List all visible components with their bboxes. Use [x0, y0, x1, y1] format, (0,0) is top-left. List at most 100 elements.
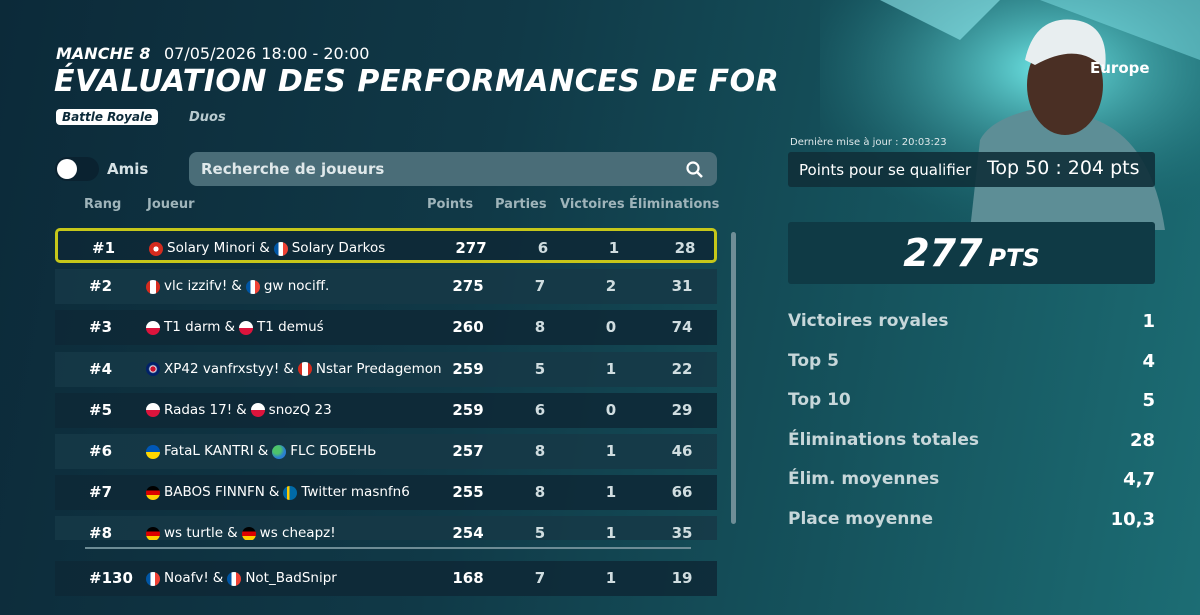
- own-row-wrap: #130 Noafv! & Not_BadSnipr 168 7 1 19: [55, 561, 717, 596]
- flag: [273, 241, 288, 256]
- players: BABOS FINNFN & Twitter masnfn6: [146, 475, 446, 510]
- toggle-knob: [57, 159, 77, 179]
- leaderboard-row[interactable]: #130 Noafv! & Not_BadSnipr 168 7 1 19: [55, 561, 717, 596]
- flag: [297, 362, 312, 377]
- player-name: vlc izzifv!: [164, 278, 228, 295]
- stat-label: Élim. moyennes: [788, 469, 940, 489]
- stat-value: 5: [1142, 390, 1155, 411]
- player-name: BABOS FINNFN: [164, 484, 265, 501]
- points: 255: [452, 483, 484, 502]
- wins: 0: [605, 318, 617, 337]
- players: vlc izzifv! & gw nociff.: [146, 269, 446, 304]
- stat-value: 1: [1142, 311, 1155, 332]
- flag: [245, 279, 260, 294]
- player-name: XP42 vanfrxstyy!: [164, 360, 280, 377]
- rank: #2: [89, 277, 113, 296]
- flag: [146, 279, 160, 294]
- score-unit: PTS: [988, 244, 1040, 272]
- column-header: Joueur: [147, 197, 195, 212]
- leaderboard-row[interactable]: #1 Solary Minori & Solary Darkos 277 6 1 28: [55, 228, 717, 263]
- stat-label: Place moyenne: [788, 508, 934, 529]
- leaderboard-row[interactable]: #6 FataL KANTRI & FLC БОБЕНЬ 257 8 1 46: [55, 434, 717, 469]
- points: 257: [452, 442, 484, 460]
- wins: 1: [605, 524, 617, 540]
- separator: &: [227, 525, 238, 540]
- leaderboard-row[interactable]: #7 BABOS FINNFN & Twitter masnfn6 255 8 1 66: [55, 475, 717, 511]
- games: 6: [534, 400, 546, 419]
- stat-value: 4,7: [1123, 469, 1155, 490]
- players: Solary Minori & Solary Darkos: [149, 231, 449, 266]
- points: 260: [452, 318, 484, 337]
- flag: [146, 526, 160, 540]
- eliminations: 19: [671, 569, 693, 587]
- players: FataL KANTRI & FLC БОБЕНЬ: [146, 434, 446, 469]
- mode-badge: Battle Royale: [56, 109, 159, 125]
- scrollbar[interactable]: [731, 232, 736, 524]
- points: 254: [452, 524, 484, 540]
- round: MANCHE 8: [56, 44, 151, 63]
- player-name: Noafv!: [164, 570, 209, 586]
- eliminations: 28: [674, 239, 696, 257]
- stat-value: 4: [1142, 350, 1155, 372]
- player-name: Not_BadSnipr: [245, 570, 337, 586]
- leaderboard-row[interactable]: #3 T1 darm & T1 demuś 260 8 0 74: [55, 310, 717, 346]
- leaderboard-row[interactable]: #2 vlc izzifv! & gw nociff. 275 7 2 31: [55, 269, 717, 305]
- wins: 0: [605, 400, 617, 419]
- stat-label: Top 5: [788, 350, 839, 371]
- points: 277: [455, 239, 487, 257]
- rank: #1: [92, 239, 116, 257]
- separator: &: [283, 360, 294, 377]
- wins: 1: [605, 483, 617, 502]
- column-header: Parties: [495, 197, 547, 212]
- rank: #5: [89, 400, 113, 419]
- score-box: 277 PTS: [788, 222, 1155, 284]
- column-header: Rang: [84, 197, 122, 212]
- eliminations: 46: [671, 442, 693, 460]
- leaderboard-row[interactable]: #8 ws turtle & ws cheapz! 254 5 1 35: [55, 516, 717, 540]
- player-name: ws cheapz!: [259, 525, 336, 540]
- points: 168: [452, 569, 484, 587]
- flag: [146, 320, 160, 335]
- players: Noafv! & Not_BadSnipr: [146, 561, 446, 596]
- players: XP42 vanfrxstyy! & Nstar Predagemon: [146, 352, 446, 387]
- player-name: T1 demuś: [256, 319, 324, 336]
- player-name: Nstar Predagemon: [315, 360, 442, 377]
- column-header: Victoires: [560, 197, 625, 212]
- points: 259: [452, 400, 484, 419]
- games: 8: [534, 318, 546, 337]
- flag: [272, 444, 287, 459]
- qualify-value: Top 50 : 204 pts: [987, 157, 1140, 179]
- games: 7: [534, 569, 546, 587]
- player-name: T1 darm: [164, 319, 221, 336]
- games: 8: [534, 483, 546, 502]
- rank: #3: [89, 318, 113, 337]
- eliminations: 22: [671, 359, 693, 378]
- flag: [149, 241, 163, 256]
- games: 5: [534, 524, 546, 540]
- wins: 1: [605, 359, 617, 378]
- leaderboard-row[interactable]: #4 XP42 vanfrxstyy! & Nstar Predagemon 259 5 1…: [55, 351, 717, 387]
- flag: [238, 320, 253, 335]
- player-name: Radas 17!: [164, 401, 233, 418]
- player-name: gw nociff.: [263, 278, 330, 295]
- games: 6: [537, 239, 549, 257]
- search-box[interactable]: Recherche de joueurs: [189, 152, 717, 186]
- players: Radas 17! & snozQ 23: [146, 393, 446, 428]
- region: Europe: [1090, 59, 1150, 77]
- players: ws turtle & ws cheapz!: [146, 516, 446, 540]
- eliminations: 74: [671, 318, 693, 337]
- rank: #6: [89, 442, 113, 460]
- leaderboard-row[interactable]: #5 Radas 17! & snozQ 23 259 6 0 29: [55, 392, 717, 428]
- flag: [250, 403, 265, 418]
- qualify-box: Points pour se qualifier Top 50 : 204 pt…: [788, 152, 1155, 187]
- player-name: Solary Darkos: [291, 240, 386, 256]
- games: 8: [534, 442, 546, 460]
- leaderboard: #1 Solary Minori & Solary Darkos 277 6 1 28 #2 vl…: [55, 228, 720, 540]
- stat-label: Éliminations totales: [788, 429, 980, 450]
- search-icon: [686, 161, 703, 178]
- player-name: Twitter masnfn6: [301, 484, 410, 501]
- friends-toggle[interactable]: [55, 157, 99, 181]
- player-name: FataL KANTRI: [164, 443, 254, 459]
- last-updated: Dernière mise à jour : 20:03:23: [790, 137, 947, 148]
- divider: [85, 547, 691, 549]
